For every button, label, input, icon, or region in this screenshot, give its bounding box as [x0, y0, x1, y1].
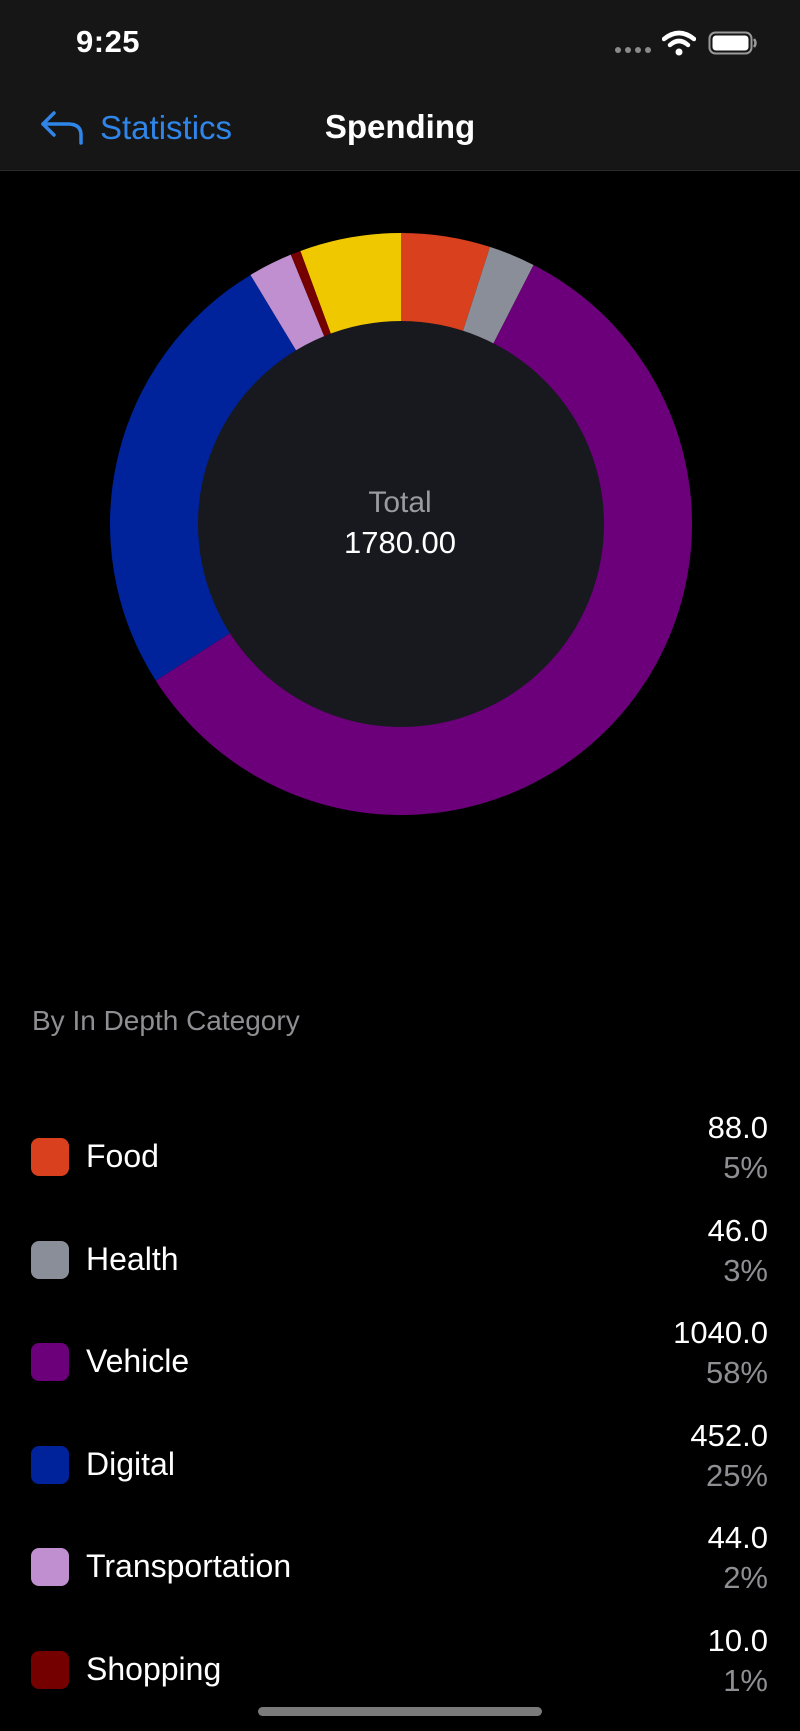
category-row-food[interactable]: Food 88.0 5%	[0, 1110, 800, 1202]
category-row-shopping[interactable]: Shopping 10.0 1%	[0, 1623, 800, 1715]
category-amount: 452.0	[690, 1418, 768, 1453]
category-color-swatch	[31, 1343, 69, 1381]
category-color-swatch	[31, 1446, 69, 1484]
status-time: 9:25	[76, 24, 141, 59]
navigation-header: 9:25 Statistics Spending	[0, 0, 800, 171]
battery-icon	[708, 31, 757, 55]
category-amount: 44.0	[707, 1520, 768, 1555]
back-label: Statistics	[100, 109, 233, 146]
category-row-vehicle[interactable]: Vehicle 1040.0 58%	[0, 1315, 800, 1407]
category-percent: 58%	[705, 1355, 768, 1390]
page-title: Spending	[324, 108, 476, 145]
category-name: Vehicle	[86, 1343, 190, 1379]
category-name: Shopping	[86, 1651, 222, 1687]
back-arrow-icon	[41, 111, 83, 145]
cellular-signal-icon	[615, 47, 651, 53]
section-header: By In Depth Category	[32, 1005, 300, 1036]
home-indicator[interactable]	[258, 1707, 542, 1716]
category-percent: 3%	[723, 1253, 768, 1288]
category-row-health[interactable]: Health 46.0 3%	[0, 1213, 800, 1305]
donut-total-value: 1780.00	[343, 525, 457, 560]
category-name: Health	[86, 1241, 179, 1277]
back-button[interactable]: Statistics	[40, 104, 232, 152]
donut-center	[198, 321, 604, 727]
category-row-transportation[interactable]: Transportation 44.0 2%	[0, 1520, 800, 1612]
category-percent: 2%	[723, 1560, 768, 1595]
category-name: Transportation	[86, 1548, 292, 1584]
wifi-icon	[662, 30, 696, 56]
category-amount: 88.0	[707, 1110, 768, 1145]
category-name: Food	[86, 1138, 159, 1174]
category-color-swatch	[31, 1651, 69, 1689]
spending-donut-chart	[110, 233, 692, 815]
category-percent: 5%	[723, 1150, 768, 1185]
category-color-swatch	[31, 1548, 69, 1586]
category-amount: 46.0	[707, 1213, 768, 1248]
category-percent: 1%	[723, 1663, 768, 1698]
category-name: Digital	[86, 1446, 175, 1482]
category-amount: 10.0	[707, 1623, 768, 1658]
category-color-swatch	[31, 1138, 69, 1176]
category-color-swatch	[31, 1241, 69, 1279]
category-percent: 25%	[705, 1458, 768, 1493]
category-amount: 1040.0	[673, 1315, 768, 1350]
category-row-digital[interactable]: Digital 452.0 25%	[0, 1418, 800, 1510]
donut-center-label: Total	[368, 486, 432, 519]
